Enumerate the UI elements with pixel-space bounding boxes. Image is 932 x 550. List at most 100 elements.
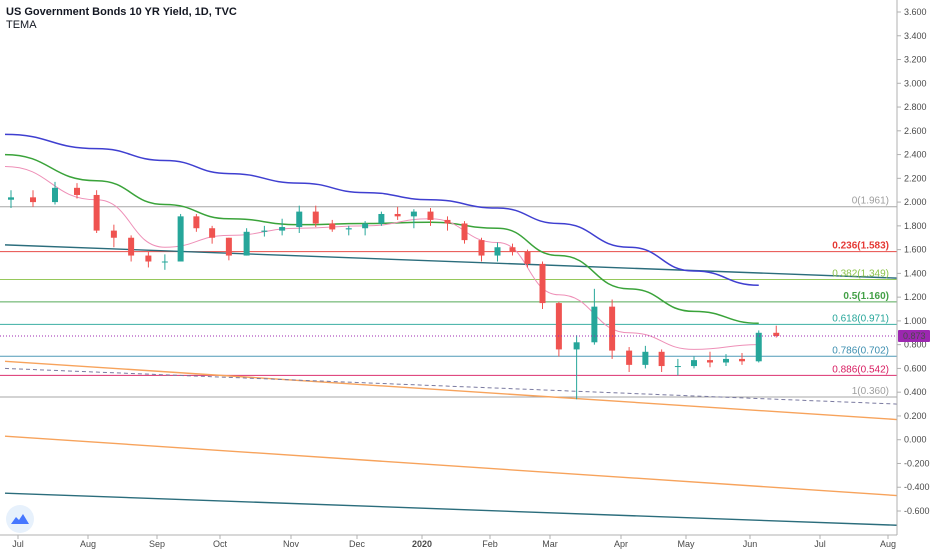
candle-body — [539, 263, 546, 304]
moving-average-line — [4, 153, 759, 325]
candle-body — [345, 228, 352, 230]
time-tick-label: Jul — [12, 539, 24, 549]
price-tick-label: 3.400 — [904, 31, 927, 41]
logo-icon — [11, 514, 29, 524]
time-tick-label: Nov — [283, 539, 300, 549]
candle-body — [225, 237, 232, 256]
price-tick-label: -0.400 — [904, 482, 930, 492]
candle-body — [312, 211, 319, 224]
candle-body — [362, 223, 369, 229]
price-tick-label: 1.600 — [904, 245, 927, 255]
candle-body — [279, 227, 286, 231]
price-tick-label: 0.800 — [904, 340, 927, 350]
candle-body — [591, 306, 598, 343]
fib-label: 0.236(1.583) — [832, 241, 889, 252]
price-tick-label: 2.800 — [904, 102, 927, 112]
moving-average-line — [4, 165, 759, 350]
time-tick-label: Aug — [880, 539, 896, 549]
candle-body — [296, 211, 303, 228]
fib-labels: 0(1.961) 0.236(1.583) 0.382(1.349) 0.5(1.16… — [832, 196, 889, 397]
trend-line — [4, 492, 898, 526]
time-tick-label: Mar — [542, 539, 558, 549]
price-tick-label: 0.400 — [904, 387, 927, 397]
fib-label: 0.382(1.349) — [832, 268, 889, 279]
last-price-label: 0.873 — [903, 331, 926, 341]
candle-body — [658, 351, 665, 367]
fib-label: 0.786(0.702) — [832, 345, 889, 356]
time-tick-label: Aug — [80, 539, 96, 549]
candle-body — [773, 332, 780, 336]
candle-body — [110, 230, 117, 238]
trend-line — [4, 244, 898, 279]
candles — [8, 181, 780, 400]
candle-body — [494, 247, 501, 256]
price-tick-label: 3.000 — [904, 78, 927, 88]
candle-body — [243, 231, 250, 256]
candle-body — [209, 228, 216, 238]
candle-body — [378, 213, 385, 224]
candle-body — [161, 261, 168, 263]
price-tick-label: 2.000 — [904, 197, 927, 207]
time-tick-label: Feb — [482, 539, 498, 549]
price-axis[interactable]: 3.600 3.400 3.200 3.000 2.800 2.600 2.400 2.200… — [896, 0, 930, 535]
price-tick-label: 0.200 — [904, 411, 927, 421]
candle-body — [145, 255, 152, 262]
candle-body — [524, 251, 531, 264]
time-tick-label: May — [677, 539, 695, 549]
candle-body — [573, 342, 580, 350]
candle-body — [674, 366, 681, 368]
fib-label: 1(0.360) — [852, 386, 889, 397]
candle-body — [329, 223, 336, 230]
fib-label: 0.886(0.542) — [832, 364, 889, 375]
trend-lines — [4, 244, 898, 526]
candle-body — [394, 213, 401, 217]
fib-label: 0.618(0.971) — [832, 313, 889, 324]
candle-body — [52, 187, 58, 203]
chart-legend: US Government Bonds 10 YR Yield, 1D, TVC… — [6, 6, 237, 32]
candle-body — [755, 332, 762, 362]
time-tick-label: Dec — [349, 539, 366, 549]
price-tick-label: 2.400 — [904, 150, 927, 160]
candle-body — [478, 240, 485, 256]
moving-averages — [4, 133, 759, 350]
price-tick-label: 0.600 — [904, 363, 927, 373]
price-tick-label: -0.200 — [904, 458, 930, 468]
candle-body — [128, 237, 135, 256]
time-tick-label: 2020 — [412, 539, 432, 549]
candle-body — [509, 247, 516, 252]
indicator-label[interactable]: TEMA — [6, 19, 37, 31]
time-axis[interactable]: Jul Aug Sep Oct Nov Dec 2020 Feb Mar Apr May Jun Jul… — [0, 534, 897, 549]
candle-body — [410, 211, 417, 217]
time-tick-label: Oct — [213, 539, 228, 549]
candle-body — [707, 360, 713, 363]
candle-body — [427, 211, 434, 220]
trend-line — [4, 360, 898, 421]
fib-label: 0.5(1.160) — [843, 291, 889, 302]
candle-body — [444, 219, 451, 224]
candle-body — [626, 350, 633, 365]
fib-label: 0(1.961) — [852, 196, 889, 207]
price-tick-label: -0.600 — [904, 506, 930, 516]
candle-body — [739, 358, 745, 362]
trend-line — [4, 367, 898, 405]
trend-line — [4, 435, 898, 497]
candle-body — [177, 216, 184, 262]
candle-body — [691, 360, 697, 367]
tradingview-logo[interactable] — [6, 505, 34, 533]
last-price-badge — [898, 329, 930, 342]
candle-body — [555, 303, 562, 350]
price-tick-label: 3.600 — [904, 7, 927, 17]
candle-body — [8, 197, 14, 200]
price-tick-label: 2.600 — [904, 126, 927, 136]
symbol-title[interactable]: US Government Bonds 10 YR Yield, 1D, TVC — [6, 6, 237, 18]
time-tick-label: Sep — [149, 539, 165, 549]
price-tick-label: 1.200 — [904, 292, 927, 302]
price-tick-label: 0.000 — [904, 435, 927, 445]
price-tick-label: 1.000 — [904, 316, 927, 326]
candle-body — [642, 351, 649, 365]
price-tick-label: 2.200 — [904, 173, 927, 183]
candle-body — [261, 230, 268, 232]
price-tick-label: 1.400 — [904, 268, 927, 278]
